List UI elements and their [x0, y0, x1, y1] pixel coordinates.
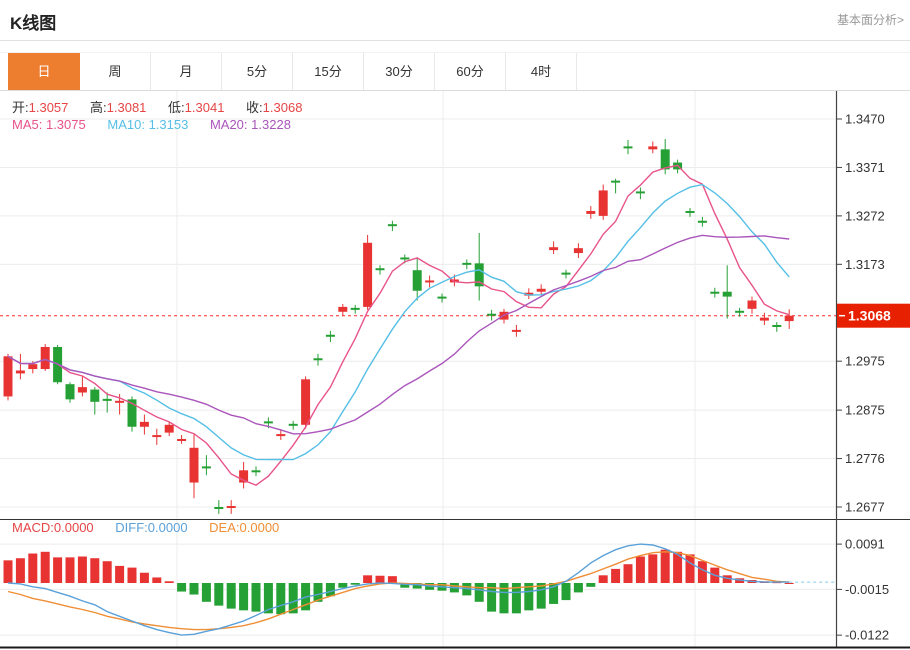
ohlc-readout: 开:1.3057 高:1.3081 低:1.3041 收:1.3068 [12, 97, 320, 116]
interval-tabbar: 日 周 月 5分 15分 30分 60分 4时 [0, 52, 910, 91]
svg-text:-0.0015: -0.0015 [845, 582, 889, 597]
svg-text:1.3371: 1.3371 [845, 160, 885, 175]
ma5-label: MA5: [12, 117, 43, 132]
tab-week[interactable]: 周 [80, 53, 151, 90]
chart-area: 开:1.3057 高:1.3081 低:1.3041 收:1.3068 MA5:… [0, 91, 910, 650]
open-label: 开: [12, 100, 29, 115]
ma5-value: 1.3075 [45, 117, 86, 132]
macd-histogram [3, 549, 794, 615]
macd-label: MACD: [12, 520, 54, 535]
macd-readout: MACD:0.0000 DIFF:0.0000 DEA:0.0000 [12, 520, 297, 535]
close-value: 1.3068 [262, 100, 303, 115]
tab-4hour[interactable]: 4时 [506, 53, 577, 90]
dea-value: 0.0000 [239, 520, 280, 535]
low-value: 1.3041 [184, 100, 225, 115]
kline-chart[interactable]: 1.3470 1.3371 1.3272 1.3173 1.2975 1.2875 1.27… [0, 91, 910, 650]
svg-text:1.2776: 1.2776 [845, 451, 885, 466]
high-value: 1.3081 [106, 100, 147, 115]
high-label: 高: [90, 100, 107, 115]
page-title: K线图 [10, 14, 57, 33]
ma20-label: MA20: [209, 117, 248, 132]
svg-text:1.2677: 1.2677 [845, 499, 885, 514]
ma5-line [7, 164, 790, 486]
tab-day[interactable]: 日 [8, 53, 80, 90]
svg-text:1.3470: 1.3470 [845, 112, 885, 127]
svg-text:0.0091: 0.0091 [845, 537, 885, 552]
dea-label: DEA: [209, 520, 240, 535]
ma20-value: 1.3228 [251, 117, 291, 132]
svg-text:-0.0122: -0.0122 [845, 628, 889, 643]
price-axis: 1.3470 1.3371 1.3272 1.3173 1.2975 1.2875 1.27… [836, 112, 889, 643]
macd-value: 0.0000 [53, 520, 94, 535]
svg-text:1.3068: 1.3068 [848, 308, 891, 324]
widget-header: K线图 基本面分析> [0, 0, 910, 41]
tab-15min[interactable]: 15分 [293, 53, 364, 90]
ma10-line [7, 183, 790, 461]
tab-30min[interactable]: 30分 [364, 53, 435, 90]
price-tag: 1.3068 [837, 303, 910, 328]
diff-value: 0.0000 [147, 520, 188, 535]
ma10-value: 1.3153 [148, 117, 189, 132]
diff-line [7, 543, 790, 636]
tab-month[interactable]: 月 [151, 53, 222, 90]
diff-label: DIFF: [115, 520, 148, 535]
ma10-label: MA10: [107, 117, 145, 132]
fundamental-analysis-link[interactable]: 基本面分析> [836, 13, 904, 27]
grid-layer [0, 91, 836, 647]
frame-layer [0, 91, 910, 649]
svg-text:1.2875: 1.2875 [845, 403, 885, 418]
ma20-line [7, 234, 790, 435]
svg-text:1.3272: 1.3272 [845, 208, 885, 223]
open-value: 1.3057 [28, 100, 69, 115]
low-label: 低: [168, 100, 185, 115]
svg-text:1.3173: 1.3173 [845, 257, 885, 272]
ma-readout: MA5: 1.3075 MA10: 1.3153 MA20: 1.3228 [12, 117, 309, 132]
tab-60min[interactable]: 60分 [435, 53, 506, 90]
close-label: 收: [246, 100, 263, 115]
svg-text:1.2975: 1.2975 [845, 354, 885, 369]
tab-5min[interactable]: 5分 [222, 53, 293, 90]
